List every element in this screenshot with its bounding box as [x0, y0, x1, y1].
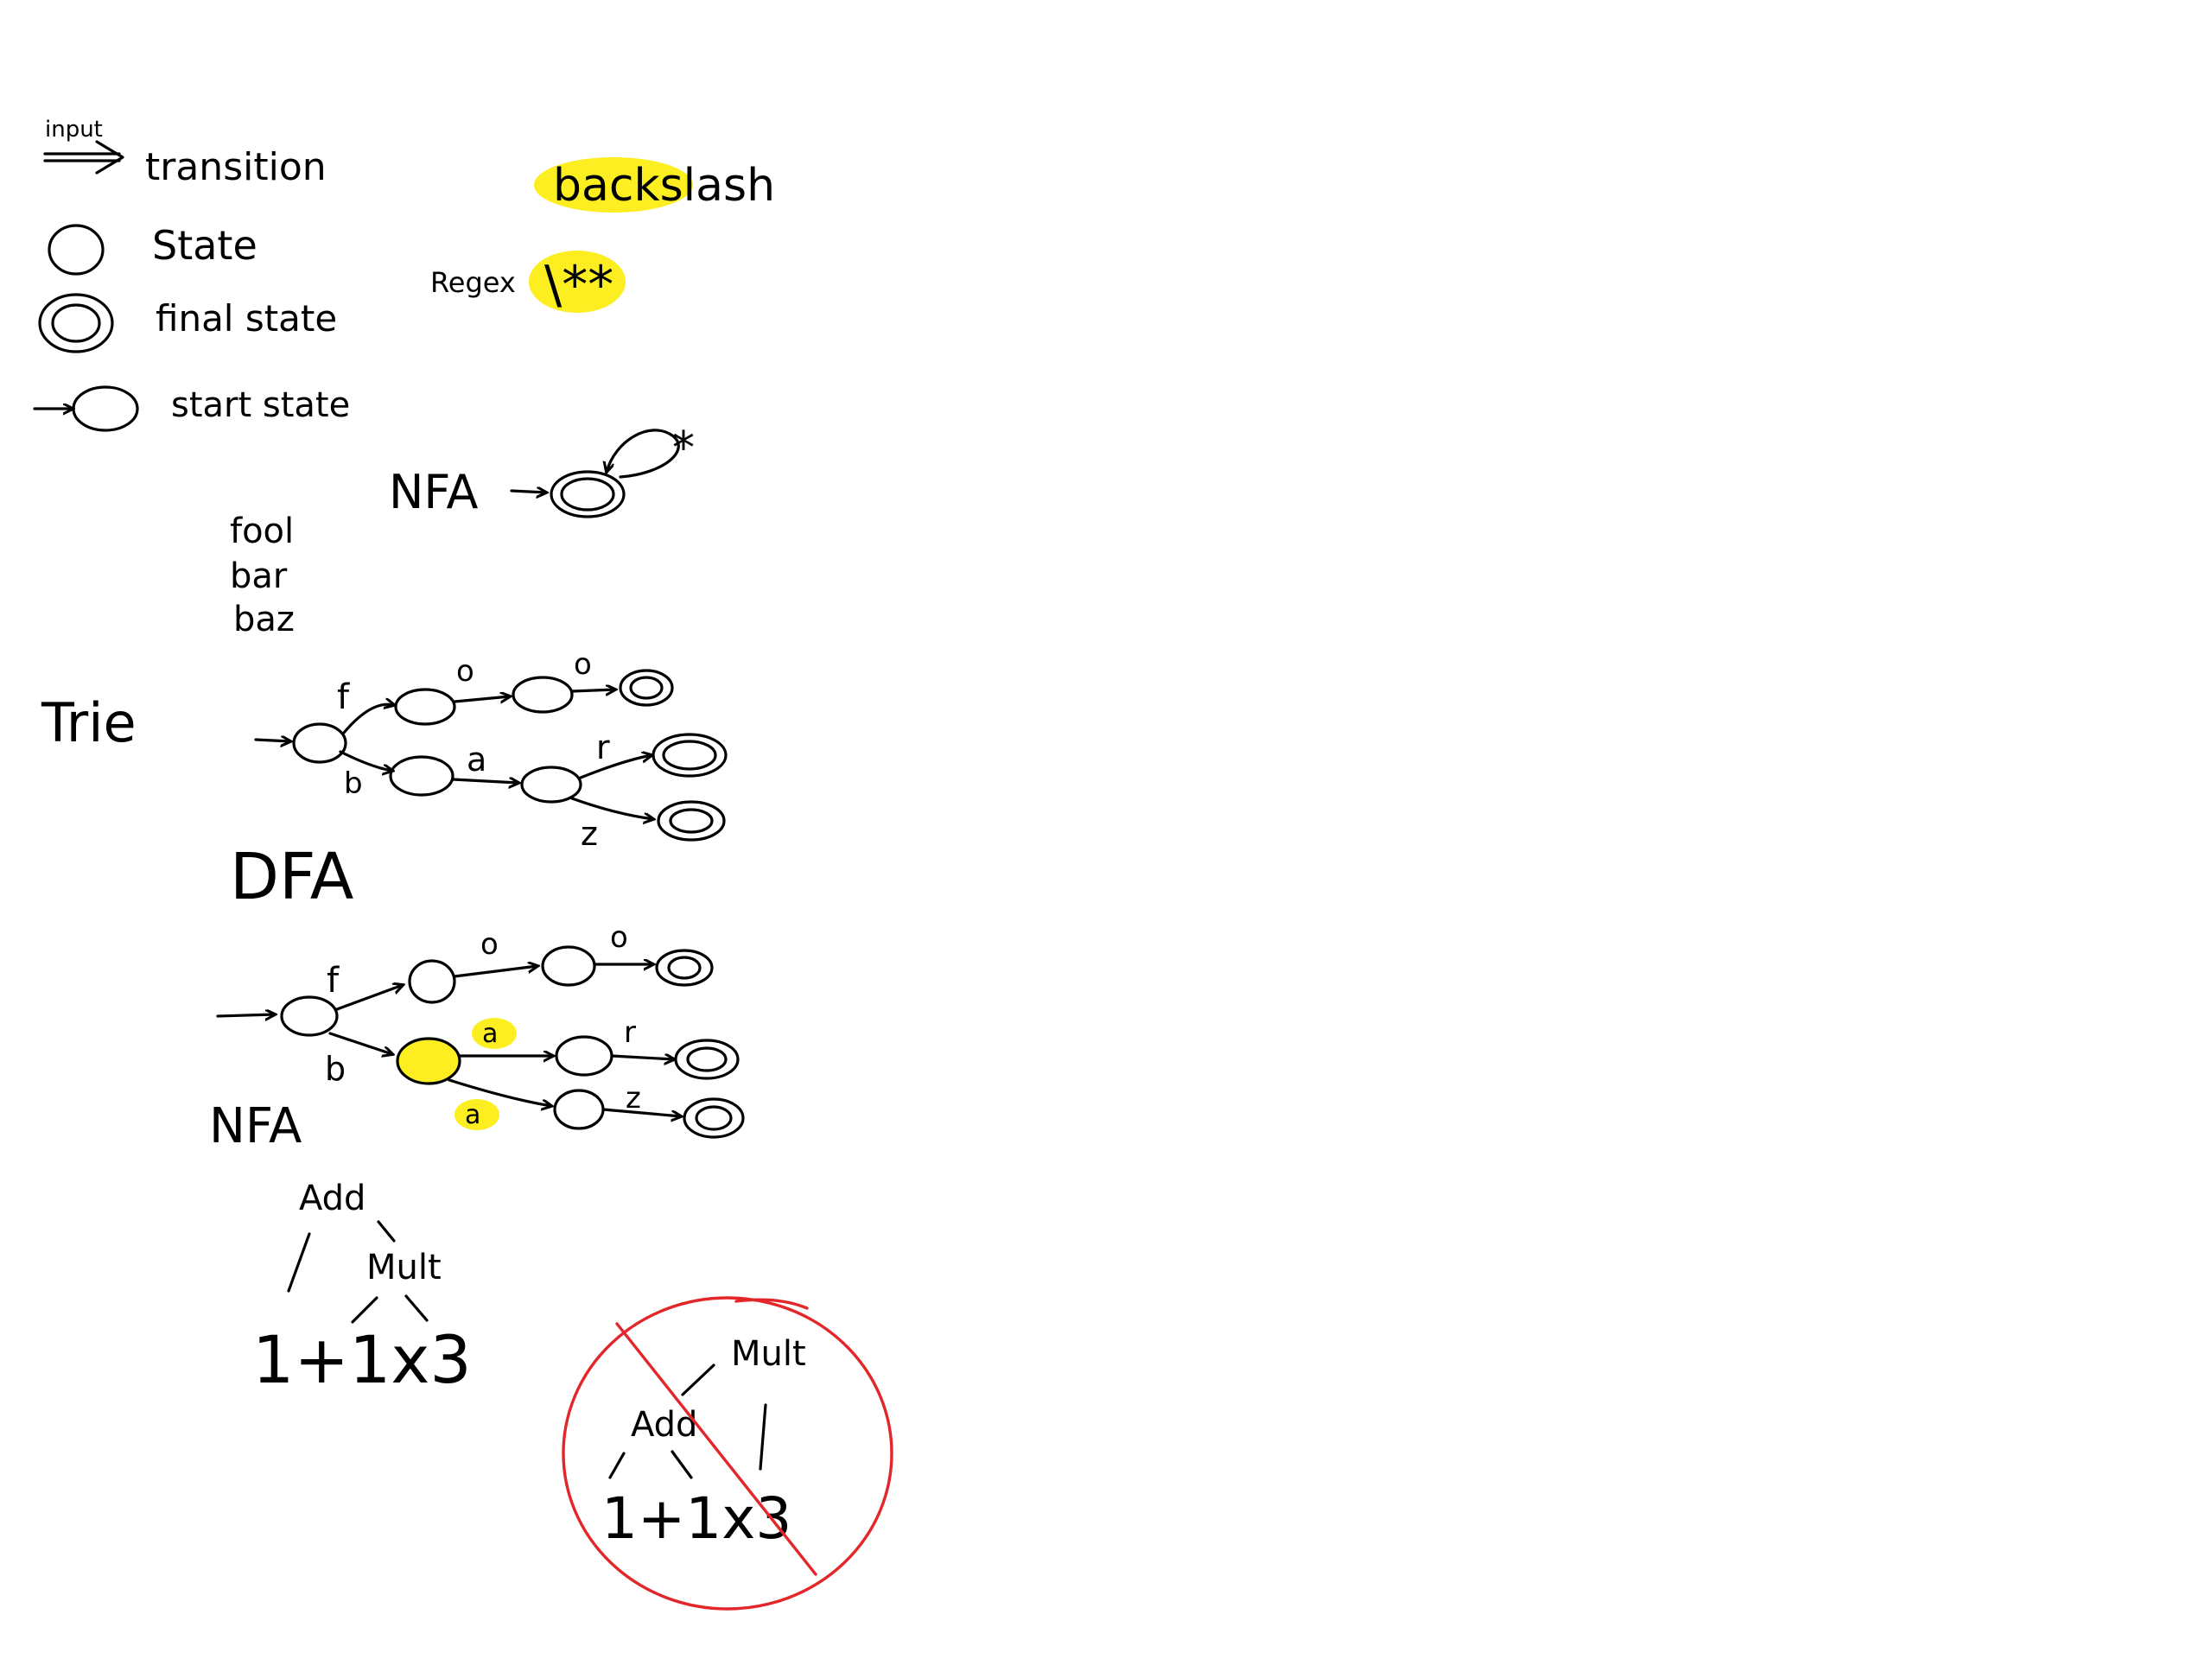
tree-correct-expr: 1+1x3	[252, 1321, 472, 1398]
trie-edge-o1: o	[456, 654, 474, 689]
trie-label: Trie	[41, 691, 137, 754]
trie-edge-r: r	[596, 728, 610, 766]
word-item: baz	[233, 600, 295, 639]
nfa-state-baz	[683, 1097, 745, 1139]
strike-line	[615, 1322, 817, 1576]
trie-edge-f: f	[337, 677, 350, 717]
nfa-edge-a1: a	[482, 1019, 498, 1049]
tree-correct-root: Add	[299, 1179, 365, 1218]
nfa-edge-a1-highlight	[472, 1018, 517, 1049]
regex-highlight	[529, 251, 626, 313]
transition-arrow-icon	[43, 140, 124, 175]
trie-edge-o2: o	[574, 647, 592, 682]
nfa-star-diagram: NFA *	[389, 423, 695, 519]
trie-state-f	[394, 688, 456, 726]
nfa-edge-a2-highlight	[454, 1099, 499, 1130]
legend-state-label: State	[152, 222, 257, 269]
tree-wrong-expr: 1+1x3	[601, 1485, 791, 1552]
word-list: fool bar baz	[230, 512, 295, 639]
parse-tree-wrong: Mult Add 1+1x3	[562, 1296, 893, 1611]
regex-label: Regex	[430, 266, 516, 299]
trie-state-foo	[619, 669, 674, 707]
nfa-state-ba1	[555, 1035, 613, 1077]
word-item: bar	[230, 556, 288, 596]
tree-wrong-root: Mult	[731, 1334, 806, 1374]
backslash-highlight	[534, 157, 693, 213]
legend-start-state-label: start state	[171, 385, 350, 425]
nfa-state-f	[408, 959, 456, 1004]
strike-circle	[562, 1296, 893, 1611]
trie-state-start	[292, 722, 347, 764]
nfa-edge-a2: a	[465, 1100, 480, 1130]
nfa-label: NFA	[209, 1098, 302, 1154]
backslash-word: backslash	[553, 160, 775, 212]
legend-input-label: input	[45, 117, 103, 143]
nfa-edge-b: b	[325, 1050, 346, 1088]
start-state-icon	[33, 385, 139, 432]
nfa-edge-z: z	[626, 1081, 641, 1116]
word-item: fool	[230, 512, 294, 551]
nfa-state-foo	[655, 949, 714, 987]
nfa-state-ba2	[553, 1089, 605, 1130]
dfa-label: DFA	[230, 840, 354, 914]
trie-state-b	[389, 755, 454, 797]
nfa-state-fo	[541, 945, 596, 987]
trie-state-ba	[520, 766, 582, 804]
nfa-edge-o1: o	[480, 927, 499, 962]
final-state-icon	[38, 293, 114, 353]
backslash-note: backslash Regex \**	[430, 157, 775, 315]
trie-diagram: Trie f o o b a r z	[41, 647, 728, 853]
nfa-state-b-highlighted	[397, 1039, 460, 1084]
nfa-diagram: f o o b a r a z NFA	[209, 920, 745, 1154]
state-circle-icon	[48, 224, 105, 276]
nfa-edge-f: f	[327, 961, 340, 1001]
nfa-state-start	[280, 995, 339, 1037]
nfa-state-bar	[674, 1039, 740, 1080]
trie-state-bar	[652, 733, 728, 778]
legend-final-state-label: final state	[156, 297, 337, 340]
regex-expression: \**	[544, 255, 613, 315]
legend: input transition State final state start…	[33, 117, 350, 432]
parse-tree-correct: Add Mult 1+1x3	[252, 1179, 472, 1398]
nfa-star-loop-symbol: *	[672, 423, 695, 474]
trie-edge-a: a	[467, 741, 486, 779]
nfa-edge-r: r	[624, 1015, 636, 1050]
nfa-star-label: NFA	[389, 465, 478, 519]
tree-correct-child: Mult	[366, 1248, 442, 1287]
trie-state-baz	[657, 800, 726, 842]
nfa-edge-o2: o	[610, 920, 628, 955]
trie-state-fo	[512, 676, 574, 714]
trie-edge-b: b	[344, 766, 363, 801]
trie-edge-z: z	[581, 815, 598, 853]
strike-arc	[734, 1298, 809, 1310]
legend-transition-label: transition	[145, 145, 327, 189]
